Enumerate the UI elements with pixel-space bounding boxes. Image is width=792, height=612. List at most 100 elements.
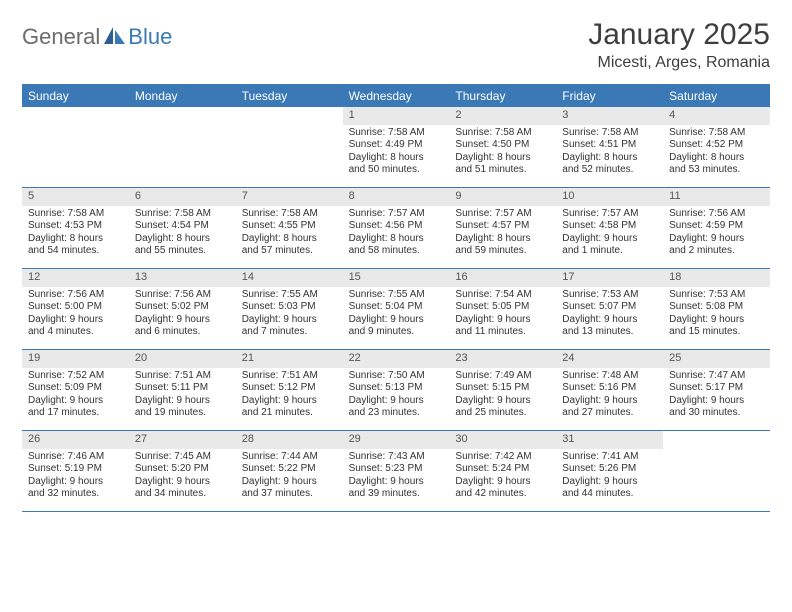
day-cell: 27Sunrise: 7:45 AMSunset: 5:20 PMDayligh…	[129, 431, 236, 511]
sunset-line: Sunset: 4:56 PM	[349, 220, 444, 233]
day-header-row: Sunday Monday Tuesday Wednesday Thursday…	[22, 85, 770, 107]
daylight-line-1: Daylight: 9 hours	[28, 476, 123, 489]
sunrise-line: Sunrise: 7:53 AM	[562, 289, 657, 302]
day-cell: 23Sunrise: 7:49 AMSunset: 5:15 PMDayligh…	[449, 350, 556, 430]
day-cell: 29Sunrise: 7:43 AMSunset: 5:23 PMDayligh…	[343, 431, 450, 511]
day-cell: 18Sunrise: 7:53 AMSunset: 5:08 PMDayligh…	[663, 269, 770, 349]
sunset-line: Sunset: 5:26 PM	[562, 463, 657, 476]
day-number: 26	[22, 431, 129, 449]
sunrise-line: Sunrise: 7:53 AM	[669, 289, 764, 302]
day-cell: 22Sunrise: 7:50 AMSunset: 5:13 PMDayligh…	[343, 350, 450, 430]
sunrise-line: Sunrise: 7:48 AM	[562, 370, 657, 383]
location: Micesti, Arges, Romania	[588, 54, 770, 72]
daylight-line-1: Daylight: 9 hours	[669, 395, 764, 408]
sunrise-line: Sunrise: 7:51 AM	[242, 370, 337, 383]
day-number: 15	[343, 269, 450, 287]
sunset-line: Sunset: 5:22 PM	[242, 463, 337, 476]
daylight-line-1: Daylight: 9 hours	[242, 314, 337, 327]
daylight-line-1: Daylight: 9 hours	[562, 314, 657, 327]
month-title: January 2025	[588, 18, 770, 52]
sunrise-line: Sunrise: 7:47 AM	[669, 370, 764, 383]
day-number: 7	[236, 188, 343, 206]
daylight-line-2: and 37 minutes.	[242, 488, 337, 501]
day-number: 2	[449, 107, 556, 125]
day-cell: 6Sunrise: 7:58 AMSunset: 4:54 PMDaylight…	[129, 188, 236, 268]
sunrise-line: Sunrise: 7:57 AM	[455, 208, 550, 221]
day-info: Sunrise: 7:51 AMSunset: 5:11 PMDaylight:…	[129, 368, 236, 426]
daylight-line-1: Daylight: 8 hours	[349, 233, 444, 246]
day-header: Thursday	[449, 85, 556, 107]
sunset-line: Sunset: 5:24 PM	[455, 463, 550, 476]
day-number: 6	[129, 188, 236, 206]
day-info: Sunrise: 7:44 AMSunset: 5:22 PMDaylight:…	[236, 449, 343, 507]
day-header: Sunday	[22, 85, 129, 107]
daylight-line-1: Daylight: 8 hours	[562, 152, 657, 165]
sunset-line: Sunset: 5:12 PM	[242, 382, 337, 395]
day-number: 19	[22, 350, 129, 368]
day-number: 28	[236, 431, 343, 449]
day-info: Sunrise: 7:53 AMSunset: 5:07 PMDaylight:…	[556, 287, 663, 345]
daylight-line-2: and 2 minutes.	[669, 245, 764, 258]
daylight-line-2: and 30 minutes.	[669, 407, 764, 420]
day-cell: 26Sunrise: 7:46 AMSunset: 5:19 PMDayligh…	[22, 431, 129, 511]
logo-word2: Blue	[128, 24, 172, 50]
daylight-line-2: and 59 minutes.	[455, 245, 550, 258]
sunrise-line: Sunrise: 7:57 AM	[349, 208, 444, 221]
daylight-line-1: Daylight: 9 hours	[135, 395, 230, 408]
sunrise-line: Sunrise: 7:58 AM	[28, 208, 123, 221]
week-row: 19Sunrise: 7:52 AMSunset: 5:09 PMDayligh…	[22, 350, 770, 431]
day-info: Sunrise: 7:55 AMSunset: 5:03 PMDaylight:…	[236, 287, 343, 345]
daylight-line-1: Daylight: 9 hours	[28, 395, 123, 408]
day-cell: 9Sunrise: 7:57 AMSunset: 4:57 PMDaylight…	[449, 188, 556, 268]
day-number: 29	[343, 431, 450, 449]
sunset-line: Sunset: 5:09 PM	[28, 382, 123, 395]
daylight-line-1: Daylight: 9 hours	[669, 233, 764, 246]
daylight-line-2: and 34 minutes.	[135, 488, 230, 501]
sunrise-line: Sunrise: 7:51 AM	[135, 370, 230, 383]
day-cell: 17Sunrise: 7:53 AMSunset: 5:07 PMDayligh…	[556, 269, 663, 349]
daylight-line-2: and 54 minutes.	[28, 245, 123, 258]
daylight-line-2: and 17 minutes.	[28, 407, 123, 420]
day-info: Sunrise: 7:50 AMSunset: 5:13 PMDaylight:…	[343, 368, 450, 426]
daylight-line-2: and 39 minutes.	[349, 488, 444, 501]
day-number: 16	[449, 269, 556, 287]
daylight-line-1: Daylight: 9 hours	[349, 314, 444, 327]
day-number: 17	[556, 269, 663, 287]
day-info: Sunrise: 7:47 AMSunset: 5:17 PMDaylight:…	[663, 368, 770, 426]
daylight-line-2: and 32 minutes.	[28, 488, 123, 501]
day-cell: 2Sunrise: 7:58 AMSunset: 4:50 PMDaylight…	[449, 107, 556, 187]
sunset-line: Sunset: 5:15 PM	[455, 382, 550, 395]
daylight-line-2: and 42 minutes.	[455, 488, 550, 501]
sunset-line: Sunset: 5:07 PM	[562, 301, 657, 314]
day-info: Sunrise: 7:53 AMSunset: 5:08 PMDaylight:…	[663, 287, 770, 345]
sunset-line: Sunset: 5:23 PM	[349, 463, 444, 476]
daylight-line-2: and 1 minute.	[562, 245, 657, 258]
day-info: Sunrise: 7:56 AMSunset: 5:02 PMDaylight:…	[129, 287, 236, 345]
sunset-line: Sunset: 4:54 PM	[135, 220, 230, 233]
daylight-line-1: Daylight: 9 hours	[562, 476, 657, 489]
day-number: 22	[343, 350, 450, 368]
day-info: Sunrise: 7:55 AMSunset: 5:04 PMDaylight:…	[343, 287, 450, 345]
daylight-line-1: Daylight: 9 hours	[562, 233, 657, 246]
day-number: 9	[449, 188, 556, 206]
day-cell: 7Sunrise: 7:58 AMSunset: 4:55 PMDaylight…	[236, 188, 343, 268]
daylight-line-1: Daylight: 8 hours	[28, 233, 123, 246]
sunset-line: Sunset: 4:57 PM	[455, 220, 550, 233]
sunrise-line: Sunrise: 7:58 AM	[242, 208, 337, 221]
week-row: 12Sunrise: 7:56 AMSunset: 5:00 PMDayligh…	[22, 269, 770, 350]
daylight-line-2: and 13 minutes.	[562, 326, 657, 339]
day-info: Sunrise: 7:41 AMSunset: 5:26 PMDaylight:…	[556, 449, 663, 507]
day-info: Sunrise: 7:49 AMSunset: 5:15 PMDaylight:…	[449, 368, 556, 426]
sunrise-line: Sunrise: 7:58 AM	[562, 127, 657, 140]
day-header: Saturday	[663, 85, 770, 107]
day-cell: 31Sunrise: 7:41 AMSunset: 5:26 PMDayligh…	[556, 431, 663, 511]
sunrise-line: Sunrise: 7:42 AM	[455, 451, 550, 464]
daylight-line-1: Daylight: 8 hours	[242, 233, 337, 246]
logo: General Blue	[22, 18, 172, 50]
sunrise-line: Sunrise: 7:52 AM	[28, 370, 123, 383]
day-number: 3	[556, 107, 663, 125]
day-info: Sunrise: 7:58 AMSunset: 4:52 PMDaylight:…	[663, 125, 770, 183]
day-cell	[22, 107, 129, 187]
day-header: Monday	[129, 85, 236, 107]
day-cell: 4Sunrise: 7:58 AMSunset: 4:52 PMDaylight…	[663, 107, 770, 187]
